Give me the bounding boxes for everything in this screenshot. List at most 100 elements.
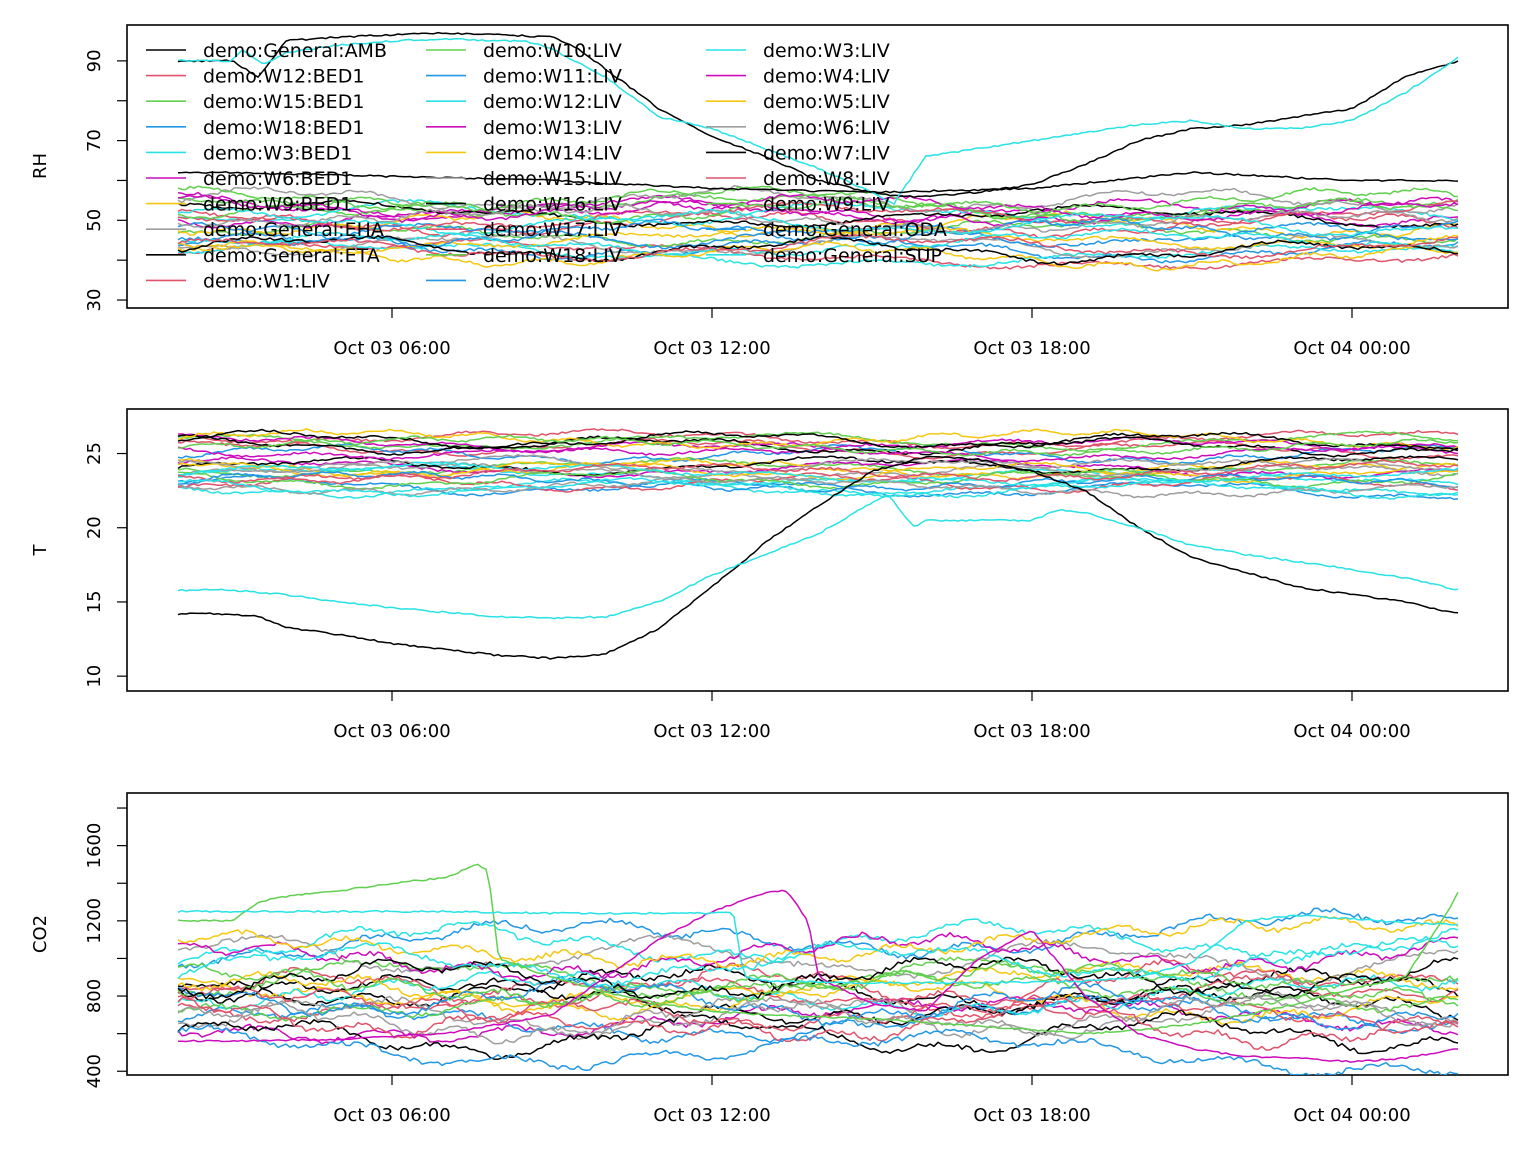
series-line: [177, 234, 1459, 263]
series-line: [177, 455, 1459, 660]
legend-label: demo:W12:BED1: [203, 66, 364, 88]
series-line: [177, 476, 1459, 500]
series-line: [177, 453, 1459, 478]
series-line: [177, 474, 1459, 501]
series-line: [177, 991, 1459, 1045]
legend-label: demo:W10:LIV: [483, 40, 622, 62]
legend-label: demo:W1:LIV: [203, 270, 330, 292]
y-tick-label: 90: [84, 49, 105, 72]
legend-label: demo:General:ETA: [203, 245, 380, 267]
y-tick-label: 1600: [84, 823, 105, 869]
legend-label: demo:General:SUP: [763, 245, 942, 267]
panel-co2-frame: [126, 792, 1509, 1076]
x-tick-label: Oct 03 12:00: [653, 338, 770, 359]
y-tick-label: 50: [84, 209, 105, 232]
y-tick-label: 70: [84, 129, 105, 152]
series-line: [177, 1023, 1459, 1075]
legend-label: demo:General:AMB: [203, 40, 387, 62]
series-line: [178, 428, 1459, 450]
legend-label: demo:W11:LIV: [483, 66, 622, 88]
rh-y-ticks: 30 50 70 90: [84, 49, 127, 311]
legend-label: demo:W6:BED1: [203, 168, 352, 190]
y-tick-label: 30: [84, 289, 105, 312]
panel-co2: CO2 400 800 1200 1600 Oct 03 06:00 Oct 03 12…: [30, 792, 1509, 1126]
legend-label: demo:W13:LIV: [483, 117, 622, 139]
series-line: [177, 918, 1459, 965]
legend-label: demo:W18:BED1: [203, 117, 364, 139]
series-line: [177, 495, 1459, 620]
series-line: [177, 970, 1459, 1026]
series-line: [177, 434, 1459, 457]
co2-y-ticks: 400 800 1200 1600: [84, 807, 127, 1088]
series-line: [177, 973, 1459, 1024]
series-line: [177, 956, 1459, 1000]
legend-label: demo:W17:LIV: [483, 219, 622, 241]
t-y-ticks: 10 15 20 25: [84, 442, 127, 688]
series-line: [177, 976, 1459, 1031]
legend-label: demo:W5:LIV: [763, 91, 890, 113]
series-line: [177, 461, 1459, 487]
y-tick-label: 1200: [84, 898, 105, 944]
x-tick-label: Oct 03 12:00: [653, 721, 770, 742]
panel-rh-frame: [126, 24, 1509, 309]
t-series-group: [177, 428, 1459, 660]
series-line: [177, 909, 1459, 985]
t-x-ticks: Oct 03 06:00 Oct 03 12:00 Oct 03 18:00 Oct …: [333, 691, 1411, 742]
series-line: [177, 475, 1459, 499]
x-tick-label: Oct 03 18:00: [973, 721, 1090, 742]
co2-lines: [177, 863, 1459, 1075]
legend: demo:General:AMB demo:W12:BED1 demo:W15:BE…: [146, 40, 947, 292]
legend-label: demo:W6:LIV: [763, 117, 890, 139]
co2-ylabel: CO2: [30, 915, 51, 953]
t-ylabel: T: [30, 544, 51, 557]
series-line: [177, 240, 1459, 272]
x-tick-label: Oct 03 06:00: [333, 338, 450, 359]
series-line: [177, 185, 1459, 214]
x-tick-label: Oct 04 00:00: [1293, 338, 1410, 359]
legend-label: demo:W12:LIV: [483, 91, 622, 113]
y-tick-label: 800: [84, 979, 105, 1013]
series-line: [177, 221, 1459, 250]
t-lines: [177, 428, 1459, 660]
series-line: [177, 207, 1459, 237]
x-tick-label: Oct 03 12:00: [653, 1105, 770, 1126]
series-line: [177, 31, 1459, 198]
series-line: [177, 915, 1459, 969]
series-line: [177, 428, 1459, 451]
legend-label: demo:W15:BED1: [203, 91, 364, 113]
legend-label: demo:General:ODA: [763, 219, 947, 241]
x-tick-label: Oct 03 06:00: [333, 721, 450, 742]
y-tick-label: 15: [84, 590, 105, 613]
legend-label: demo:W3:LIV: [763, 40, 890, 62]
y-tick-label: 25: [84, 442, 105, 465]
series-line: [177, 428, 1459, 451]
x-tick-label: Oct 04 00:00: [1293, 721, 1410, 742]
rh-x-ticks: Oct 03 06:00 Oct 03 12:00 Oct 03 18:00 Oct …: [333, 308, 1411, 359]
series-line: [177, 37, 1459, 205]
series-line: [177, 238, 1459, 270]
legend-label: demo:W9:BED1: [203, 194, 352, 216]
legend-label: demo:W8:LIV: [763, 168, 890, 190]
legend-label: demo:W18:LIV: [483, 245, 622, 267]
x-tick-label: Oct 04 00:00: [1293, 1105, 1410, 1126]
y-tick-label: 400: [84, 1054, 105, 1088]
legend-label: demo:W7:LIV: [763, 142, 890, 164]
series-line: [177, 863, 1459, 1035]
legend-label: demo:W4:LIV: [763, 66, 890, 88]
series-line: [177, 196, 1459, 225]
series-line: [177, 455, 1459, 477]
series-line: [177, 1009, 1459, 1060]
series-line: [177, 933, 1459, 985]
legend-label: demo:W2:LIV: [483, 270, 610, 292]
series-line: [177, 196, 1459, 229]
series-line: [178, 889, 1458, 1063]
series-line: [177, 459, 1459, 485]
series-line: [177, 434, 1459, 458]
series-line: [177, 995, 1459, 1041]
x-tick-label: Oct 03 06:00: [333, 1105, 450, 1126]
series-line: [177, 185, 1458, 214]
series-line: [177, 994, 1459, 1051]
